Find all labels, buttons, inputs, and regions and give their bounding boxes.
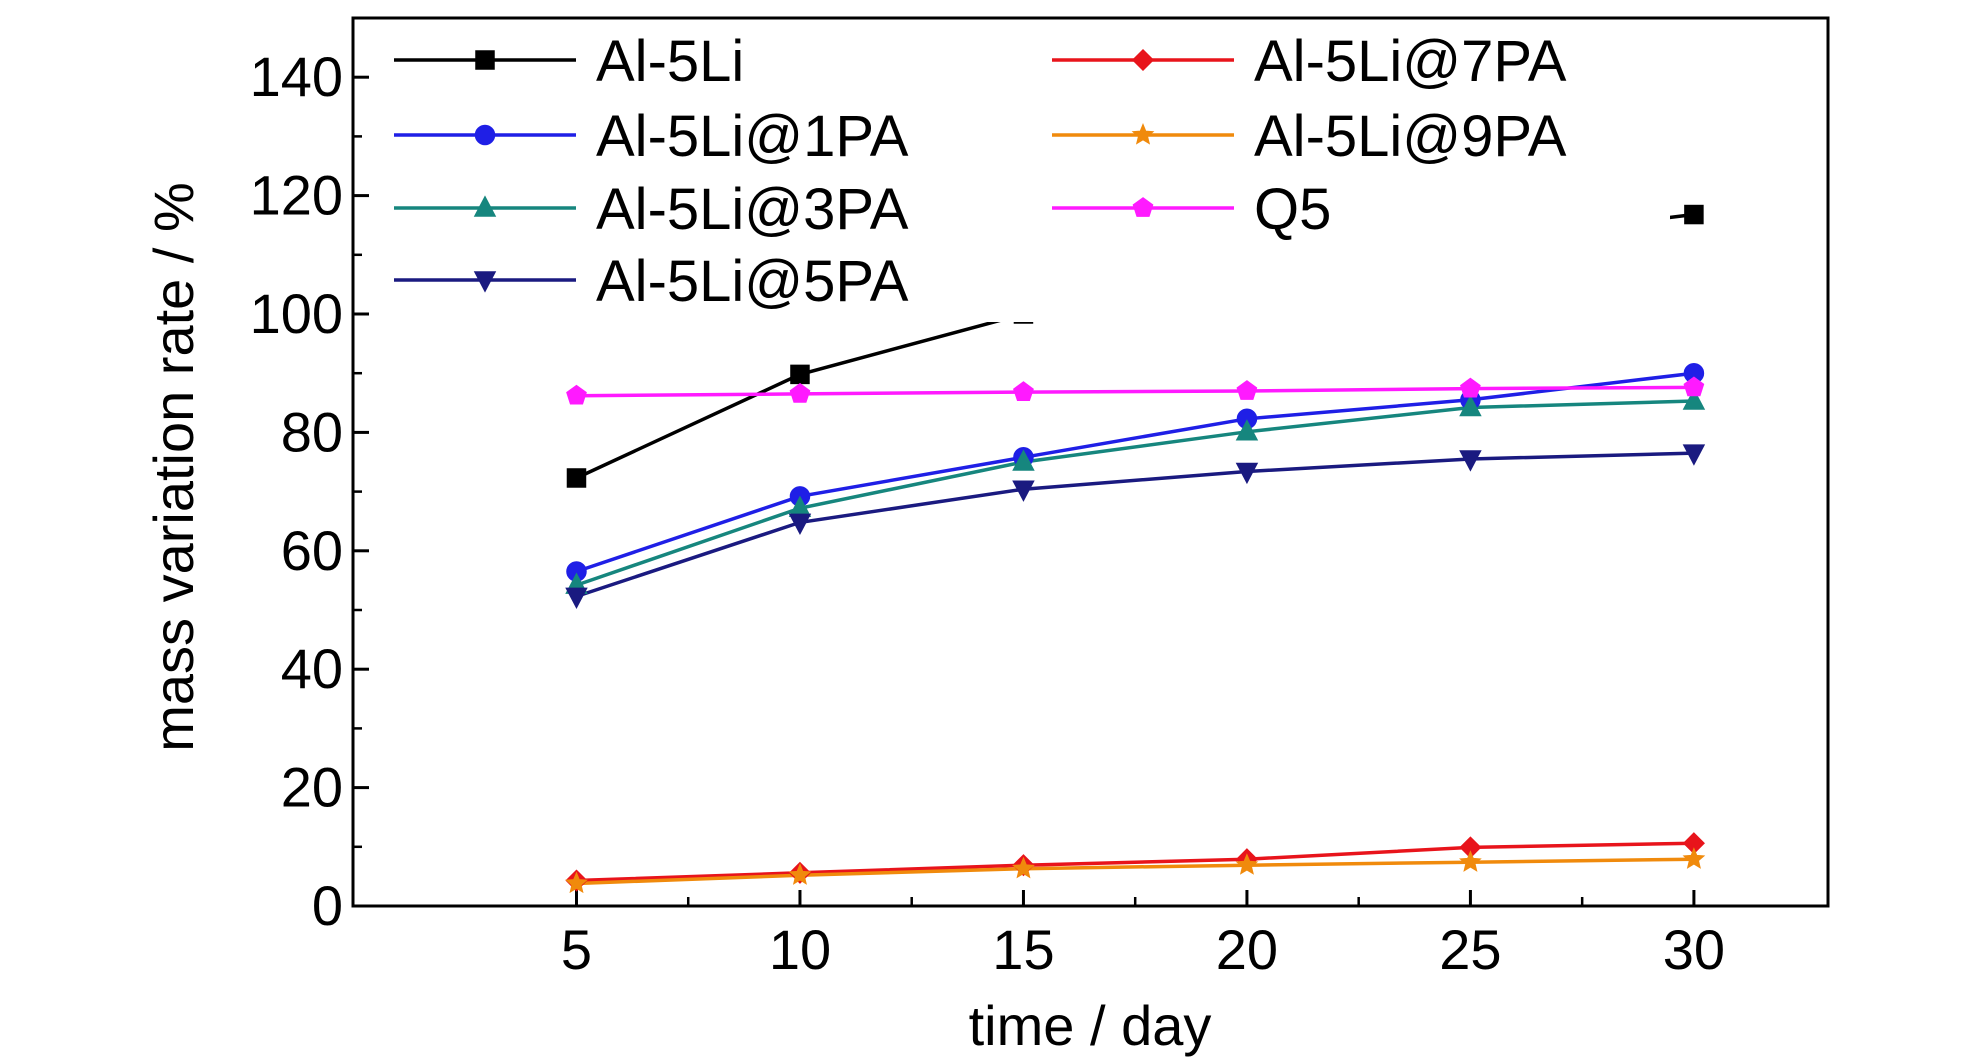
series-line-q5 [576,385,1694,398]
data-point-al-5li-9pa [1459,850,1482,872]
data-point-al-5li [790,364,810,385]
legend-label-al-5li-1pa: Al-5Li@1PA [596,104,909,169]
legend-label-al-5li-9pa: Al-5Li@9PA [1254,104,1567,169]
data-point-al-5li-3pa [1235,419,1259,441]
legend-label-al-5li-7pa: Al-5Li@7PA [1254,29,1567,94]
y-tick-label: 140 [250,45,343,108]
series-line-al-5li-3pa [575,399,1694,587]
data-point-al-5li [566,468,587,488]
data-point-q5 [1460,377,1481,398]
x-tick-label: 20 [1216,918,1278,981]
legend-label-al-5li: Al-5Li [596,29,744,94]
data-point-q5 [1236,380,1258,400]
data-point-al-5li-5pa [1235,462,1259,485]
y-tick-label: 80 [281,400,343,463]
y-axis-title: mass variation rate / % [142,182,205,752]
legend-label-q5: Q5 [1254,177,1331,242]
legend-background [370,22,1670,322]
y-tick-label: 40 [281,637,343,700]
legend-marker-q5 [1132,197,1154,217]
data-point-q5 [789,382,811,403]
legend-marker-al-5li-5pa [473,271,497,293]
axis-ticks: 0 20 40 60 80 100 120 140 5 10 15 20 25 30 [250,16,1725,981]
data-point-al-5li-5pa [1459,450,1482,472]
x-tick-label: 15 [992,918,1054,981]
series-line-al-5li-9pa [576,857,1694,886]
series-line-al-5li-5pa [575,451,1694,599]
legend-marker-al-5li-7pa [1131,48,1155,72]
data-point-al-5li-5pa [1012,480,1035,502]
x-tick-label: 30 [1663,918,1725,981]
data-point-al-5li-9pa [788,863,812,885]
data-point-al-5li-5pa [565,587,588,609]
plot-frame [351,16,1830,908]
data-point-al-5li [1684,204,1704,225]
x-tick-label: 10 [769,918,831,981]
data-point-al-5li-3pa [1012,449,1035,471]
y-tick-label: 20 [281,756,343,819]
y-tick-label: 60 [281,519,343,582]
legend-label-al-5li-3pa: Al-5Li@3PA [596,177,909,242]
legend-marker-al-5li-1pa [474,124,496,146]
x-axis-title: time / day [969,994,1212,1057]
data-point-al-5li-9pa [565,871,588,894]
series-markers [565,204,1706,894]
series-line-al-5li-7pa [576,841,1694,883]
data-point-al-5li-9pa [1235,853,1259,875]
data-point-q5 [1683,376,1705,397]
legend-marker-al-5li [475,50,495,70]
series-line-al-5li-1pa [575,371,1695,574]
y-tick-label: 0 [312,874,343,937]
legend-marker-al-5li-3pa [473,195,497,217]
x-tick-label: 5 [561,918,592,981]
data-point-al-5li-3pa [1682,388,1706,410]
legend-marker-al-5li-9pa [1131,123,1155,145]
y-tick-label: 100 [250,282,343,345]
data-point-q5 [1013,381,1034,401]
data-point-al-5li-3pa [1459,394,1482,417]
x-tick-label: 25 [1439,918,1501,981]
legend: Al-5Li Al-5Li@1PA Al-5Li@3PA Al-5Li@5PA Al-5… [370,22,1670,322]
data-point-al-5li-5pa [1682,444,1706,466]
data-point-q5 [566,384,587,405]
legend-label-al-5li-5pa: Al-5Li@5PA [596,249,909,314]
y-tick-label: 120 [250,164,343,227]
data-point-al-5li-9pa [1682,847,1706,869]
data-point-al-5li-9pa [1012,856,1035,879]
data-point-al-5li-5pa [788,513,812,535]
